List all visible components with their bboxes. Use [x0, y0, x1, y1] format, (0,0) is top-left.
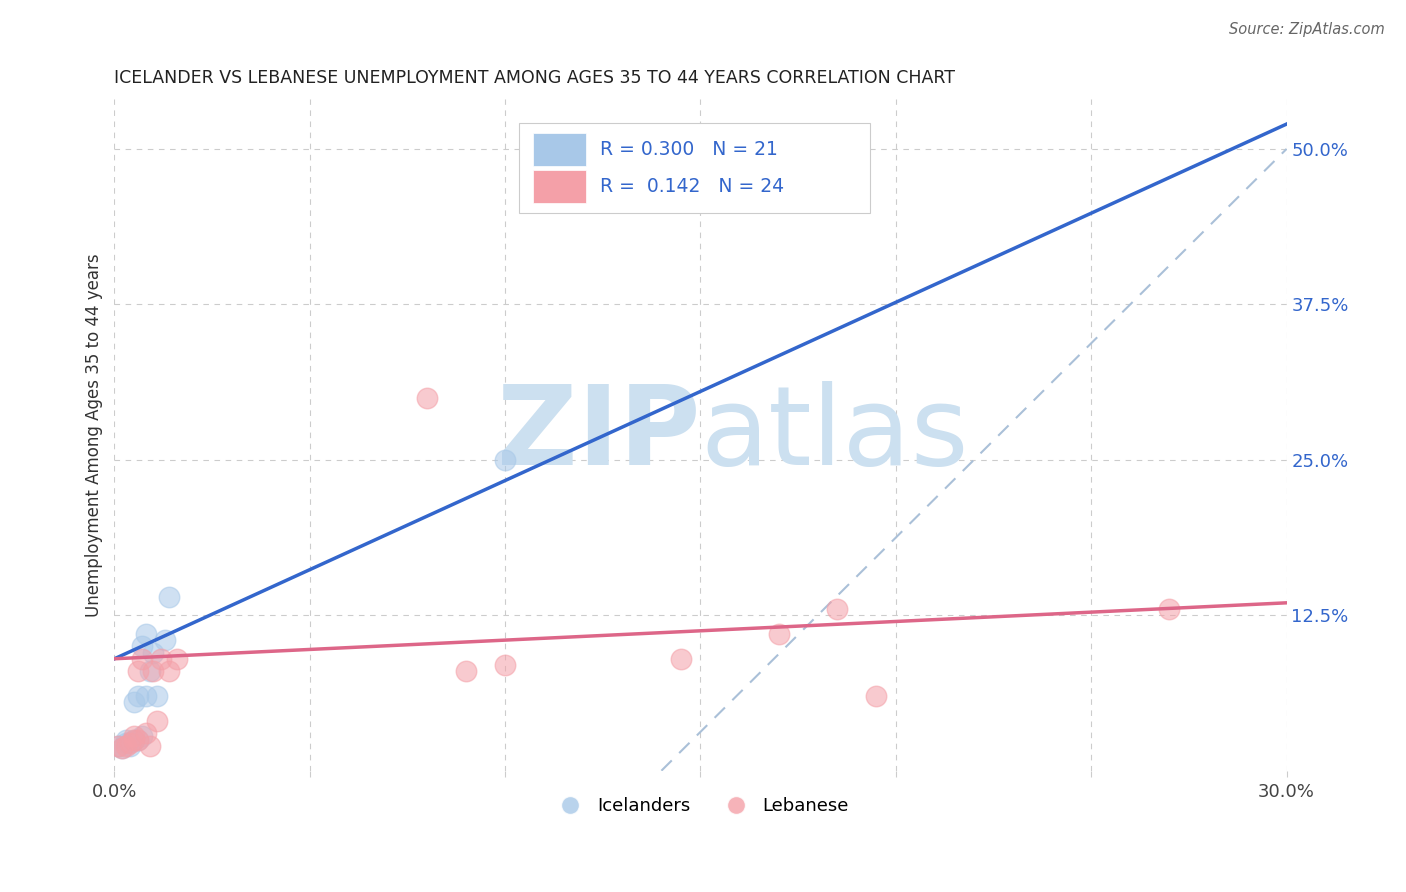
Point [150, 652, 173, 666]
Point [118, 739, 141, 753]
Point [127, 732, 149, 747]
Text: R = 0.300   N = 21: R = 0.300 N = 21 [600, 140, 778, 159]
Point [122, 732, 145, 747]
Y-axis label: Unemployment Among Ages 35 to 44 years: Unemployment Among Ages 35 to 44 years [86, 253, 103, 616]
Text: ICELANDER VS LEBANESE UNEMPLOYMENT AMONG AGES 35 TO 44 YEARS CORRELATION CHART: ICELANDER VS LEBANESE UNEMPLOYMENT AMONG… [114, 69, 956, 87]
Text: atlas: atlas [700, 382, 969, 489]
Point [138, 739, 160, 753]
Point [142, 646, 165, 660]
FancyBboxPatch shape [519, 123, 870, 213]
Legend: Icelanders, Lebanese: Icelanders, Lebanese [544, 789, 856, 822]
Point [146, 714, 169, 728]
Point [131, 652, 153, 666]
Point [1159, 602, 1181, 616]
Point [157, 664, 180, 678]
Point [122, 695, 145, 709]
Point [127, 689, 149, 703]
Point [131, 729, 153, 743]
Point [631, 192, 654, 206]
Point [115, 732, 138, 747]
Point [111, 741, 134, 756]
Text: ZIP: ZIP [498, 382, 700, 489]
Point [135, 726, 157, 740]
Point [107, 739, 129, 753]
Point [115, 739, 138, 753]
Point [107, 739, 129, 753]
Point [142, 664, 165, 678]
Point [669, 652, 692, 666]
Point [138, 664, 160, 678]
Point [118, 735, 141, 749]
Point [494, 452, 516, 467]
Point [494, 658, 516, 673]
Point [454, 664, 477, 678]
Bar [533, 134, 586, 166]
Point [118, 736, 141, 750]
Point [135, 627, 157, 641]
Point [768, 627, 790, 641]
Point [135, 689, 157, 703]
Point [157, 590, 180, 604]
Point [155, 633, 177, 648]
Point [865, 689, 887, 703]
Point [111, 741, 134, 756]
Point [146, 689, 169, 703]
Point [115, 736, 138, 750]
Point [166, 652, 188, 666]
Point [127, 732, 149, 747]
Point [825, 602, 848, 616]
Point [416, 391, 439, 405]
Point [122, 732, 145, 747]
Point [127, 664, 149, 678]
Point [131, 640, 153, 654]
Point [122, 729, 145, 743]
Text: Source: ZipAtlas.com: Source: ZipAtlas.com [1229, 22, 1385, 37]
Text: R =  0.142   N = 24: R = 0.142 N = 24 [600, 177, 783, 196]
Bar [533, 170, 586, 202]
